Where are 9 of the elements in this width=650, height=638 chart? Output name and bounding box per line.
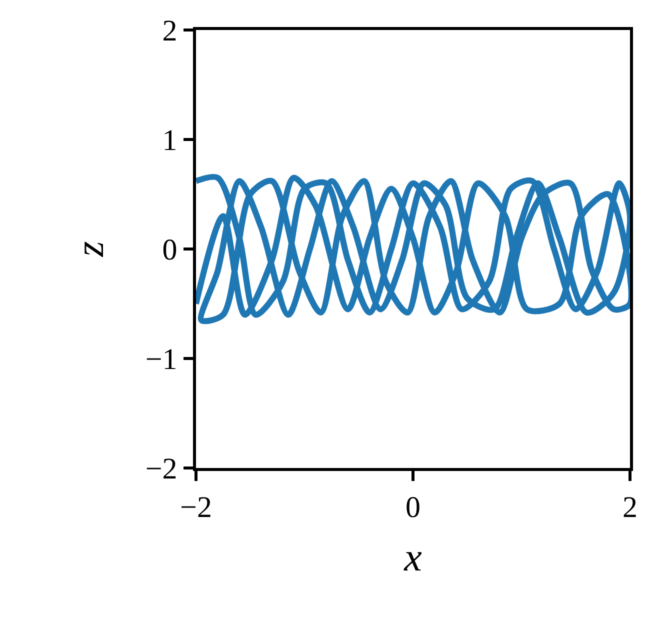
y-tick-label: 1 <box>162 124 178 157</box>
y-tick-label: 0 <box>162 234 178 266</box>
y-tick-label: −1 <box>145 343 178 376</box>
x-tick-label: 0 <box>406 490 420 524</box>
x-tick-label: 2 <box>622 490 638 524</box>
y-tick-label: 2 <box>162 14 178 48</box>
y-axis-title: z <box>66 240 112 258</box>
x-axis-title: x <box>403 534 422 580</box>
y-tick-label: −2 <box>145 452 178 486</box>
